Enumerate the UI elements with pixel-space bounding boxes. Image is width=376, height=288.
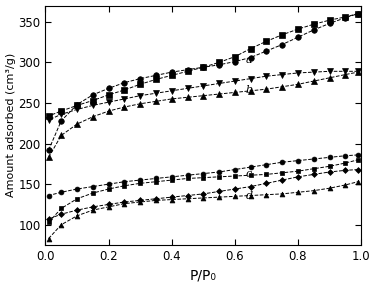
Y-axis label: Amount adsorbed (cm³/g): Amount adsorbed (cm³/g) [6, 53, 15, 197]
Text: d: d [246, 190, 253, 200]
Text: c: c [246, 168, 252, 179]
Text: a: a [246, 55, 253, 65]
Text: b: b [246, 85, 253, 95]
X-axis label: P/P₀: P/P₀ [190, 268, 217, 283]
